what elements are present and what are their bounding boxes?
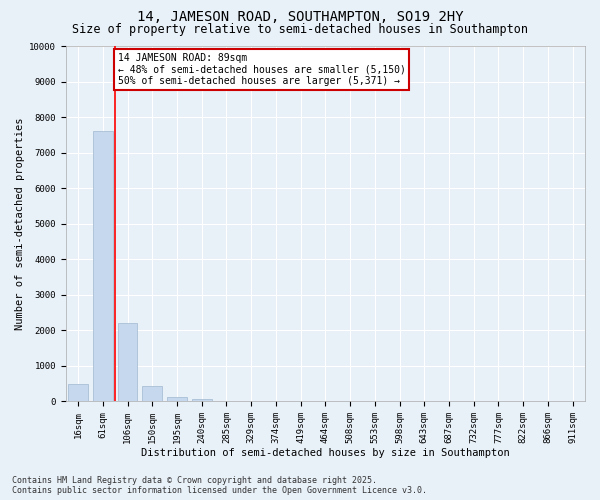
X-axis label: Distribution of semi-detached houses by size in Southampton: Distribution of semi-detached houses by …	[141, 448, 510, 458]
Text: Contains HM Land Registry data © Crown copyright and database right 2025.
Contai: Contains HM Land Registry data © Crown c…	[12, 476, 427, 495]
Bar	[142, 386, 162, 402]
Bar	[192, 398, 212, 402]
Text: 14 JAMESON ROAD: 89sqm
← 48% of semi-detached houses are smaller (5,150)
50% of : 14 JAMESON ROAD: 89sqm ← 48% of semi-det…	[118, 53, 406, 86]
Bar	[118, 323, 137, 402]
Bar	[68, 384, 88, 402]
Bar	[167, 396, 187, 402]
Bar	[93, 132, 113, 402]
Text: 14, JAMESON ROAD, SOUTHAMPTON, SO19 2HY: 14, JAMESON ROAD, SOUTHAMPTON, SO19 2HY	[137, 10, 463, 24]
Text: Size of property relative to semi-detached houses in Southampton: Size of property relative to semi-detach…	[72, 22, 528, 36]
Y-axis label: Number of semi-detached properties: Number of semi-detached properties	[15, 118, 25, 330]
